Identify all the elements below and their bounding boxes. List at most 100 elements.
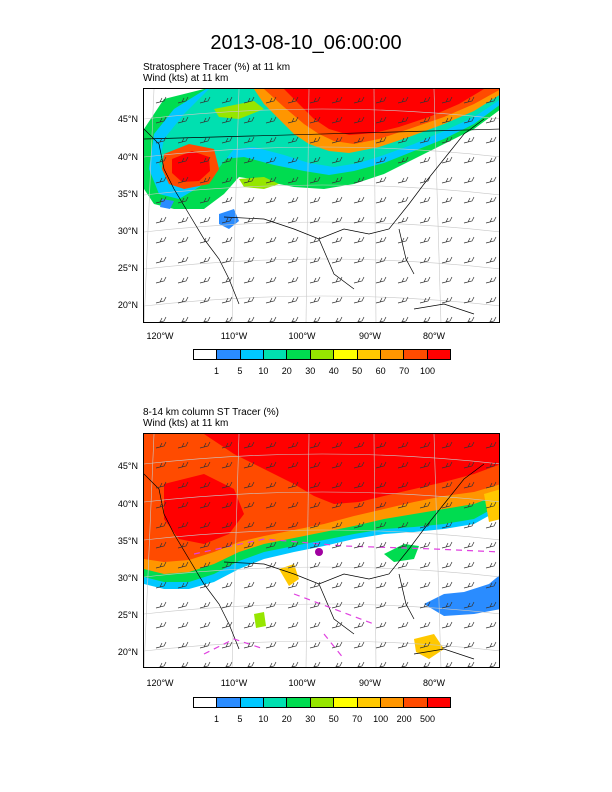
- wind-barb: [202, 316, 211, 322]
- wind-barb: [221, 156, 233, 164]
- wind-barb: [177, 501, 189, 509]
- wind-barb: [177, 641, 189, 649]
- panel1-tracer-field: [144, 89, 499, 229]
- wind-barb: [375, 176, 387, 184]
- wind-barb: [177, 521, 189, 529]
- wind-barb: [397, 601, 409, 609]
- wind-barb: [287, 501, 299, 509]
- wind-barb: [353, 641, 365, 649]
- wind-barb: [441, 481, 453, 489]
- wind-barb: [309, 296, 321, 304]
- wind-barb: [199, 216, 211, 224]
- wind-barb: [199, 296, 211, 304]
- panel1-lon-label: 80°W: [422, 331, 446, 341]
- wind-barb: [199, 521, 211, 529]
- colorbar-label: 200: [396, 714, 412, 724]
- colorbar-swatch: [334, 350, 358, 359]
- wind-barb: [375, 96, 387, 104]
- wind-barb: [180, 316, 189, 322]
- wind-barb: [378, 316, 387, 322]
- wind-barb: [419, 581, 431, 589]
- wind-barb: [155, 276, 167, 284]
- wind-barb: [221, 96, 233, 104]
- wind-barb: [287, 461, 299, 469]
- wind-barb: [221, 116, 233, 124]
- colorbar-swatch: [357, 698, 381, 707]
- wind-barb: [353, 501, 365, 509]
- wind-barb: [441, 276, 453, 284]
- colorbar-label: 70: [352, 714, 363, 724]
- wind-barb: [177, 296, 189, 304]
- wind-barb: [419, 136, 431, 144]
- wind-barb: [155, 116, 167, 124]
- colorbar-swatch: [287, 350, 311, 359]
- panel1-lon-label: 100°W: [288, 331, 316, 341]
- wind-barb: [180, 661, 189, 667]
- wind-barb: [265, 296, 277, 304]
- colorbar-swatch: [194, 350, 218, 359]
- wind-barb: [397, 641, 409, 649]
- wind-barb: [375, 441, 387, 449]
- wind-barb: [155, 601, 167, 609]
- wind-barb: [177, 581, 189, 589]
- wind-barb: [441, 581, 453, 589]
- panel2-map: [143, 433, 500, 668]
- wind-barb: [158, 316, 167, 322]
- wind-barb: [463, 561, 475, 569]
- wind-barb: [441, 136, 453, 144]
- wind-barb: [309, 176, 321, 184]
- wind-barb: [265, 116, 277, 124]
- wind-barb: [199, 136, 211, 144]
- wind-barb: [331, 136, 343, 144]
- wind-barb: [353, 621, 365, 629]
- wind-barb: [400, 316, 409, 322]
- wind-barb: [243, 276, 255, 284]
- wind-barb: [199, 196, 211, 204]
- wind-barb: [488, 661, 497, 667]
- wind-barb: [331, 276, 343, 284]
- wind-barb: [397, 276, 409, 284]
- wind-barb: [378, 661, 387, 667]
- colorbar-label: 10: [258, 366, 269, 376]
- wind-barb: [485, 156, 497, 164]
- wind-barb: [265, 176, 277, 184]
- wind-barb: [155, 156, 167, 164]
- colorbar-label: 20: [281, 366, 292, 376]
- wind-barb: [397, 116, 409, 124]
- wind-barb: [309, 481, 321, 489]
- wind-barb: [287, 541, 299, 549]
- wind-barb: [265, 501, 277, 509]
- wind-barb: [309, 461, 321, 469]
- wind-barb: [243, 196, 255, 204]
- wind-barb: [177, 136, 189, 144]
- wind-barb: [463, 176, 475, 184]
- wind-barb: [177, 276, 189, 284]
- wind-barb: [419, 156, 431, 164]
- wind-barb: [177, 461, 189, 469]
- wind-barb: [419, 296, 431, 304]
- wind-barb: [309, 521, 321, 529]
- wind-barb: [441, 641, 453, 649]
- wind-barb: [243, 481, 255, 489]
- wind-barb: [309, 156, 321, 164]
- wind-barb: [375, 541, 387, 549]
- wind-barb: [397, 256, 409, 264]
- wind-barb: [221, 461, 233, 469]
- colorbar-label: 30: [305, 714, 316, 724]
- wind-barb: [155, 236, 167, 244]
- wind-barb: [353, 541, 365, 549]
- wind-barb: [221, 541, 233, 549]
- wind-barb: [309, 116, 321, 124]
- wind-barb: [199, 541, 211, 549]
- wind-barb: [485, 441, 497, 449]
- wind-barb: [463, 441, 475, 449]
- wind-barb: [243, 216, 255, 224]
- wind-barb: [265, 96, 277, 104]
- colorbar-swatch: [380, 698, 405, 707]
- wind-barb: [485, 581, 497, 589]
- wind-barb: [158, 661, 167, 667]
- wind-barb: [375, 256, 387, 264]
- wind-barb: [419, 641, 431, 649]
- wind-barb: [353, 256, 365, 264]
- wind-barb: [287, 256, 299, 264]
